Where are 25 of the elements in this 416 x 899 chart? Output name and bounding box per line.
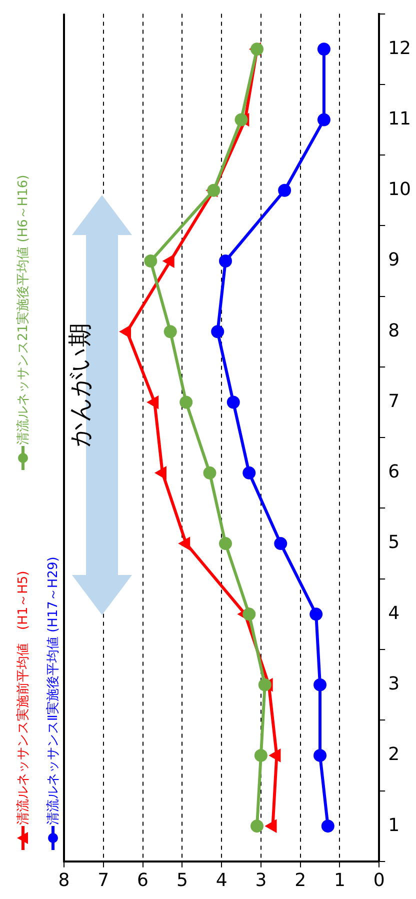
- y-tick-label: 1: [388, 814, 400, 836]
- x-tick-label: 2: [294, 870, 306, 891]
- annotation: かんがい期: [65, 322, 95, 449]
- x-tick-label: 5: [176, 870, 188, 891]
- y-tick-label: 3: [388, 673, 400, 694]
- text: 清流ルネッサンス実施前平均値 (H1～H5): [16, 570, 31, 825]
- y-tick-label: 9: [388, 250, 400, 271]
- y-tick-label: 7: [388, 390, 400, 412]
- y-tick-label: 6: [388, 462, 400, 483]
- text: 清流ルネッサンス21実施後平均値 (H6～H16): [16, 174, 31, 445]
- x-tick-label: 3: [255, 870, 267, 891]
- x-tick-label: 7: [98, 870, 110, 891]
- x-tick-label: 6: [137, 870, 148, 891]
- x-tick-label: 4: [216, 870, 228, 891]
- y-tick-label: 12: [388, 38, 411, 59]
- x-tick-label: 0: [373, 870, 385, 891]
- y-tick-label: 2: [388, 744, 400, 766]
- text: 清流ルネッサンスⅡ実施後平均値 (H17～H29): [46, 556, 61, 825]
- x-tick-label: 8: [58, 870, 70, 891]
- y-tick-label: 8: [388, 320, 400, 342]
- y-tick-label: 10: [388, 179, 411, 200]
- y-tick-label: 11: [388, 108, 411, 130]
- x-tick-label: 1: [334, 870, 346, 891]
- y-tick-label: 4: [388, 602, 400, 624]
- y-tick-label: 5: [388, 532, 400, 554]
